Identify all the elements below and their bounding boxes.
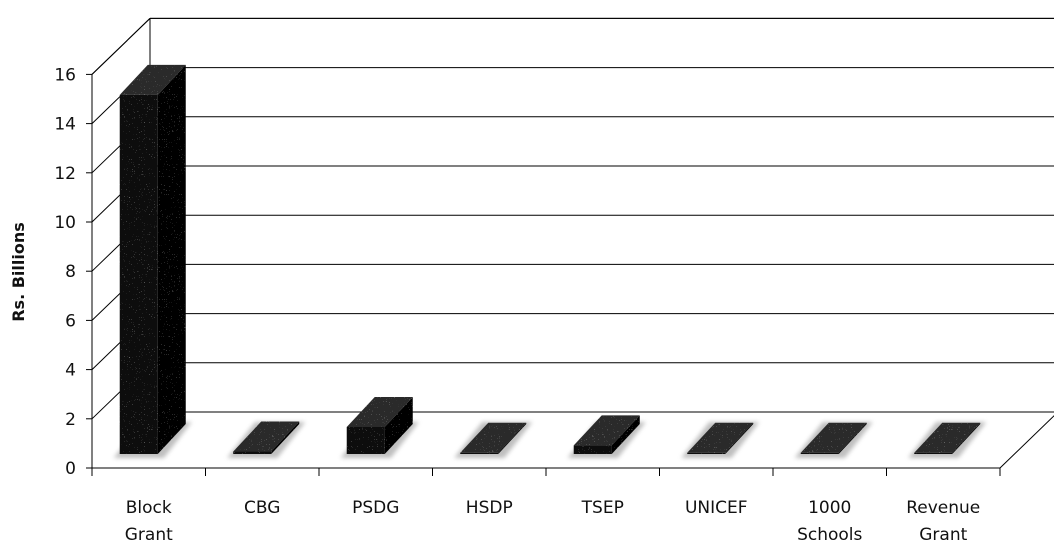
- y-tick-label: 14: [54, 115, 76, 135]
- bar: [914, 422, 981, 454]
- gridline-diagonal: [91, 18, 151, 75]
- y-tick-label: 8: [65, 262, 76, 282]
- x-axis-category-labels: Block Grant CBG PSDG HSDP TSEP UNICEF 1000 Schoo…: [125, 498, 981, 545]
- bar-front-face: [346, 426, 385, 454]
- bar: [800, 422, 867, 454]
- y-tick-label: 0: [65, 459, 76, 479]
- x-category-label: Grant: [125, 525, 173, 545]
- y-tick-label: 2: [65, 410, 76, 430]
- bar: [346, 396, 413, 454]
- bar-side-face: [725, 422, 754, 454]
- bar-top-face: [460, 422, 527, 453]
- y-tick-label: 16: [54, 65, 76, 85]
- bar-front-face: [233, 451, 272, 454]
- bars: [113, 64, 987, 458]
- chart-frame: [91, 17, 1054, 476]
- bar-front-face: [460, 452, 499, 454]
- bar: [573, 415, 640, 454]
- bar-side-face: [611, 415, 640, 454]
- x-category-label: HSDP: [466, 498, 513, 518]
- bar-front-face: [573, 445, 612, 454]
- y-tick-label: 6: [65, 311, 76, 331]
- bar: [687, 422, 754, 454]
- bar-side-face: [838, 422, 867, 454]
- bar-front-face: [800, 452, 839, 454]
- bar-top-face: [119, 64, 186, 95]
- bar: [119, 64, 186, 454]
- x-category-label: Block: [126, 498, 172, 518]
- y-axis-title: Rs. Billions: [9, 222, 28, 322]
- bar-top-face: [233, 421, 300, 452]
- bar-side-face: [384, 396, 413, 454]
- gridlines: [86, 17, 1054, 469]
- x-category-label: 1000: [808, 498, 851, 518]
- bar-top-face: [687, 422, 754, 453]
- bar-side-face: [952, 422, 981, 454]
- y-tick-label: 4: [65, 361, 76, 381]
- x-category-label: TSEP: [581, 498, 624, 518]
- bar-top-face: [346, 396, 413, 427]
- y-tick-label: 12: [54, 164, 76, 184]
- bar-top-face: [573, 415, 640, 446]
- floor-right-edge: [999, 415, 1054, 469]
- x-category-label: Schools: [797, 525, 862, 545]
- bar-top-face: [914, 422, 981, 453]
- x-category-label: Grant: [919, 525, 967, 545]
- bar-top-face: [800, 422, 867, 453]
- bar-front-face: [687, 452, 726, 454]
- x-category-label: UNICEF: [685, 498, 748, 518]
- bar-front-face: [119, 94, 158, 454]
- x-category-label: Revenue: [906, 498, 980, 518]
- y-tick-label: 10: [54, 213, 76, 233]
- bar-front-face: [914, 452, 953, 454]
- bar-side-face: [157, 64, 186, 454]
- x-category-label: PSDG: [352, 498, 399, 518]
- x-category-label: CBG: [244, 498, 280, 518]
- bar: [233, 421, 300, 454]
- bar-side-face: [498, 422, 527, 454]
- bar: [460, 422, 527, 454]
- bar-side-face: [271, 421, 300, 454]
- y-axis-tick-labels: 0 2 4 6 8 10 12 14 16: [54, 65, 76, 479]
